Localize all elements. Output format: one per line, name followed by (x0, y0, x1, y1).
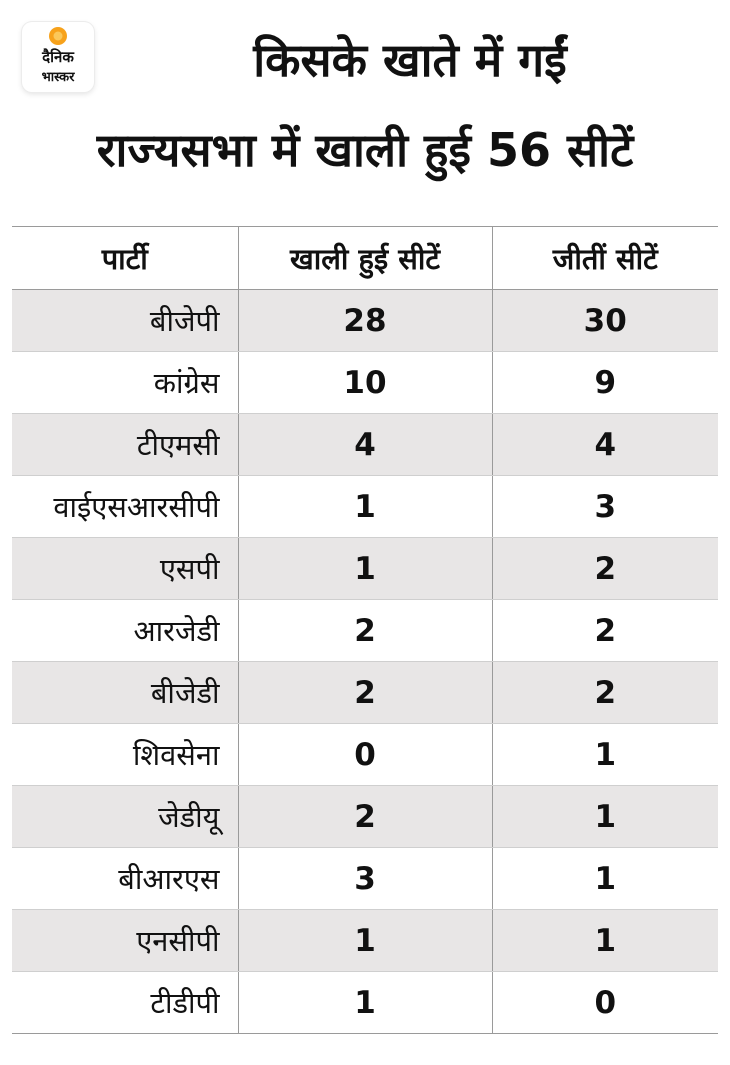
table-row: टीडीपी 1 0 (12, 971, 718, 1034)
party-name: कांग्रेस (12, 351, 239, 414)
header-won-seats: जीतीं सीटें (492, 226, 718, 290)
party-name: वाईएसआरसीपी (12, 475, 239, 538)
party-name: बीआरएस (12, 847, 239, 910)
vacated-count: 10 (238, 351, 493, 414)
party-name: एनसीपी (12, 909, 239, 972)
won-count: 1 (492, 723, 718, 786)
vacated-count: 3 (238, 847, 493, 910)
party-name: शिवसेना (12, 723, 239, 786)
vacated-count: 1 (238, 475, 493, 538)
party-name: टीएमसी (12, 413, 239, 476)
won-count: 3 (492, 475, 718, 538)
header-party: पार्टी (12, 226, 239, 290)
won-count: 1 (492, 785, 718, 848)
party-name: टीडीपी (12, 971, 239, 1034)
won-count: 1 (492, 909, 718, 972)
won-count: 30 (492, 289, 718, 352)
table-row: शिवसेना 0 1 (12, 723, 718, 786)
header-vacated-seats: खाली हुई सीटें (238, 226, 493, 290)
table-row: वाईएसआरसीपी 1 3 (12, 475, 718, 538)
won-count: 2 (492, 599, 718, 662)
table-row: कांग्रेस 10 9 (12, 351, 718, 414)
party-name: बीजेपी (12, 289, 239, 352)
sun-icon (49, 27, 67, 45)
headline-line-1: किसके खाते में गईं (253, 33, 567, 87)
vacated-count: 1 (238, 537, 493, 600)
table-row: एनसीपी 1 1 (12, 909, 718, 972)
won-count: 2 (492, 537, 718, 600)
vacated-count: 2 (238, 661, 493, 724)
logo-text-line1: दैनिक (42, 48, 74, 66)
party-name: आरजेडी (12, 599, 239, 662)
table-header-row: पार्टी खाली हुई सीटें जीतीं सीटें (12, 226, 718, 290)
won-count: 1 (492, 847, 718, 910)
table-row: बीआरएस 3 1 (12, 847, 718, 910)
vacated-count: 2 (238, 599, 493, 662)
table-row: बीजेडी 2 2 (12, 661, 718, 724)
logo-text-line2: भास्कर (41, 70, 75, 85)
seats-table: पार्टी खाली हुई सीटें जीतीं सीटें बीजेपी… (12, 226, 718, 1034)
vacated-count: 4 (238, 413, 493, 476)
table-row: एसपी 1 2 (12, 537, 718, 600)
won-count: 4 (492, 413, 718, 476)
party-name: एसपी (12, 537, 239, 600)
headline-line-2: राज्यसभा में खाली हुई 56 सीटें (96, 123, 634, 177)
vacated-count: 28 (238, 289, 493, 352)
table-row: बीजेपी 28 30 (12, 289, 718, 352)
vacated-count: 1 (238, 971, 493, 1034)
party-name: बीजेडी (12, 661, 239, 724)
table-row: आरजेडी 2 2 (12, 599, 718, 662)
table-row: जेडीयू 2 1 (12, 785, 718, 848)
table-row: टीएमसी 4 4 (12, 413, 718, 476)
party-name: जेडीयू (12, 785, 239, 848)
won-count: 9 (492, 351, 718, 414)
won-count: 2 (492, 661, 718, 724)
vacated-count: 0 (238, 723, 493, 786)
dainik-bhaskar-logo: दैनिक भास्कर (22, 22, 94, 92)
vacated-count: 2 (238, 785, 493, 848)
won-count: 0 (594, 984, 617, 1021)
vacated-count: 1 (238, 909, 493, 972)
